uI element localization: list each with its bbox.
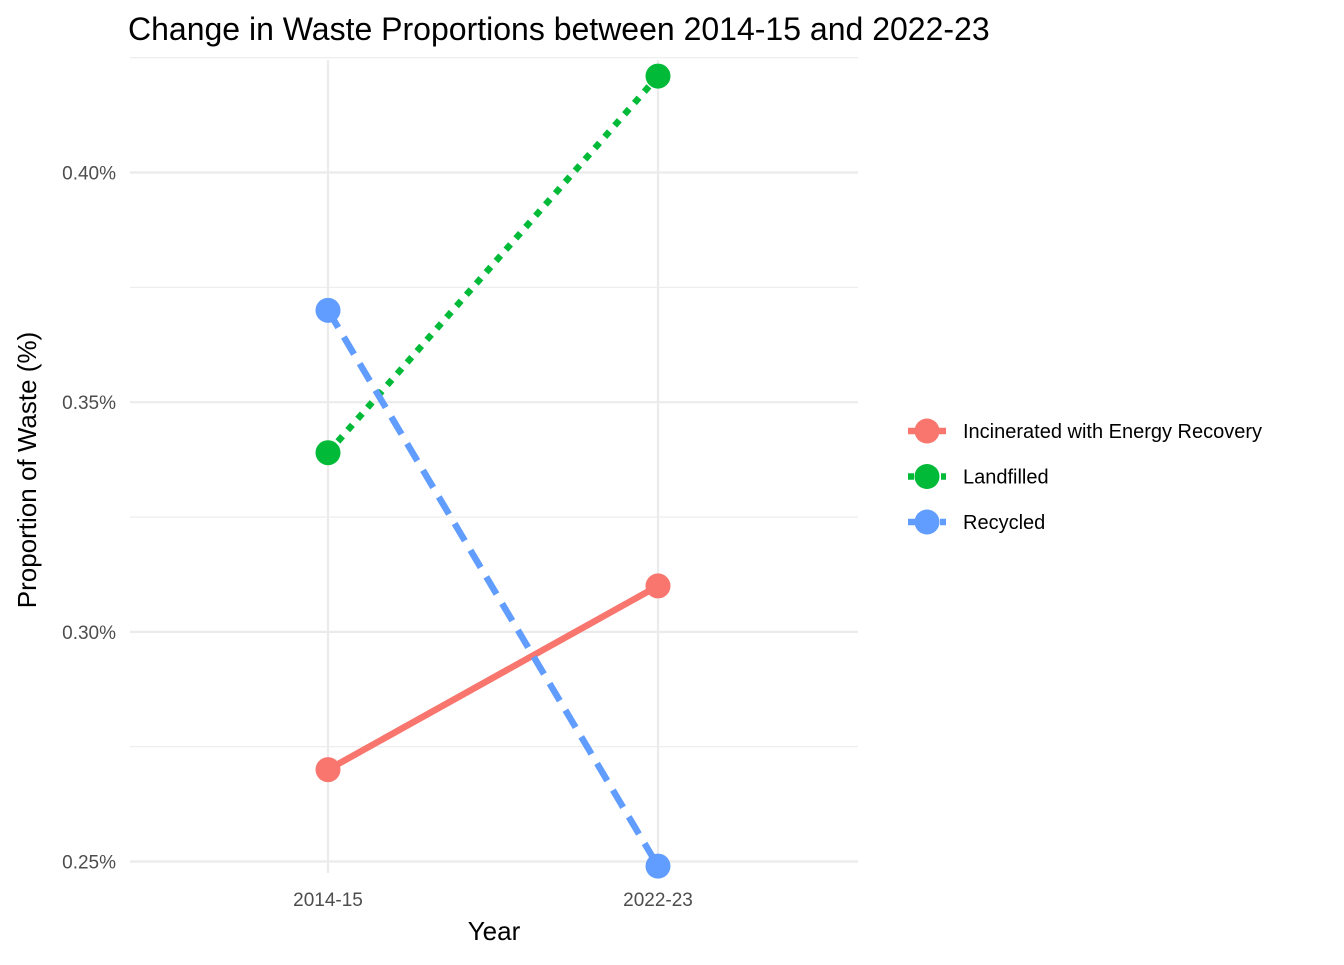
x-tick-label: 2022-23 [623, 890, 693, 911]
legend-item: Landfilled [908, 464, 1049, 489]
series-line [325, 308, 661, 868]
x-axis-title: Year [468, 916, 521, 946]
y-axis-ticks: 0.25% 0.30% 0.35% 0.40% [62, 164, 116, 874]
x-axis-ticks: 2014-15 2022-23 [293, 890, 693, 911]
y-tick-label: 0.30% [62, 623, 116, 644]
y-tick-label: 0.25% [62, 853, 116, 874]
legend-label: Landfilled [963, 467, 1049, 489]
data-point [645, 573, 671, 599]
y-tick-label: 0.40% [62, 164, 116, 185]
legend-item: Recycled [908, 509, 1045, 535]
series-group [315, 297, 671, 879]
legend-label: Recycled [963, 512, 1045, 534]
data-point [315, 440, 341, 466]
y-tick-label: 0.35% [62, 393, 116, 414]
legend-key-point [914, 509, 940, 535]
series-line [326, 583, 660, 773]
legend-label: Incinerated with Energy Recovery [963, 421, 1262, 443]
x-tick-label: 2014-15 [293, 890, 363, 911]
data-point [315, 297, 341, 323]
series-layer [315, 63, 671, 879]
data-point [315, 757, 341, 783]
legend-item: Incinerated with Energy Recovery [908, 418, 1262, 444]
data-point [645, 853, 671, 879]
chart-title: Change in Waste Proportions between 2014… [128, 11, 990, 47]
legend-key-point [914, 464, 940, 489]
y-axis-title: Proportion of Waste (%) [12, 332, 42, 608]
legend: Incinerated with Energy Recovery Landfill… [908, 418, 1262, 535]
grid-layer [130, 57, 858, 873]
data-point [645, 63, 671, 89]
series-group [315, 63, 671, 466]
series-group [315, 573, 671, 783]
legend-key-point [914, 418, 940, 444]
